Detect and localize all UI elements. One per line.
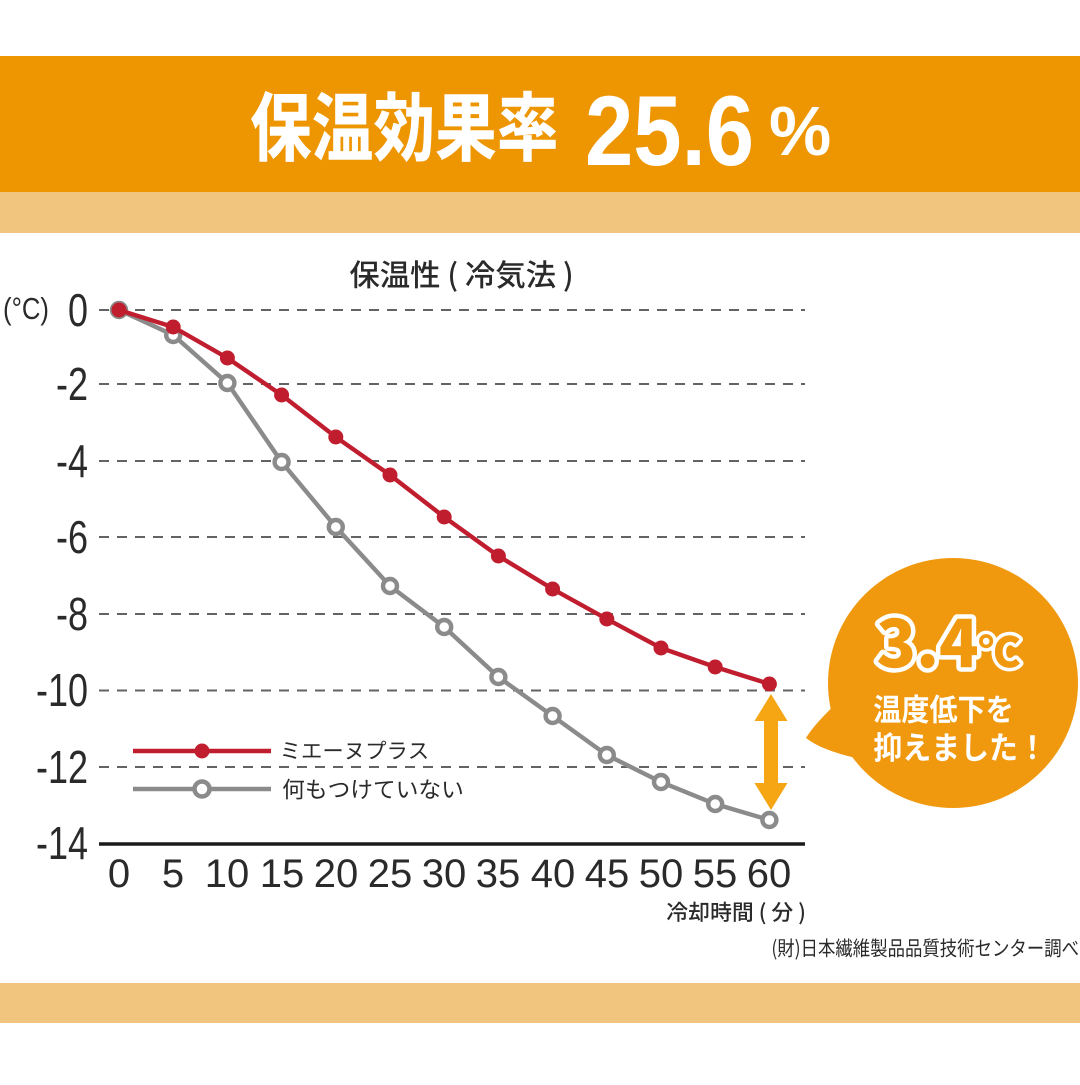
svg-text:-12: -12 (36, 741, 88, 793)
svg-text:-2: -2 (56, 358, 88, 410)
svg-text:-4: -4 (56, 435, 88, 487)
svg-text:(°C): (°C) (3, 291, 49, 326)
svg-text:10: 10 (205, 852, 250, 896)
svg-text:30: 30 (422, 852, 467, 896)
svg-text:-14: -14 (36, 817, 88, 869)
svg-text:25: 25 (368, 852, 413, 896)
svg-text:35: 35 (476, 852, 521, 896)
svg-text:50: 50 (639, 852, 684, 896)
svg-text:40: 40 (531, 852, 576, 896)
svg-text:-6: -6 (56, 511, 88, 563)
svg-text:-10: -10 (36, 664, 88, 716)
svg-text:25.6: 25.6 (585, 75, 754, 186)
svg-text:5: 5 (162, 852, 184, 896)
svg-text:45: 45 (585, 852, 630, 896)
svg-text:-8: -8 (56, 588, 88, 640)
svg-text:60: 60 (747, 852, 792, 896)
svg-text:%: % (769, 92, 831, 170)
svg-text:20: 20 (314, 852, 359, 896)
svg-text:15: 15 (260, 852, 305, 896)
svg-text:55: 55 (693, 852, 738, 896)
svg-text:0: 0 (108, 852, 130, 896)
svg-text:0: 0 (68, 284, 88, 336)
